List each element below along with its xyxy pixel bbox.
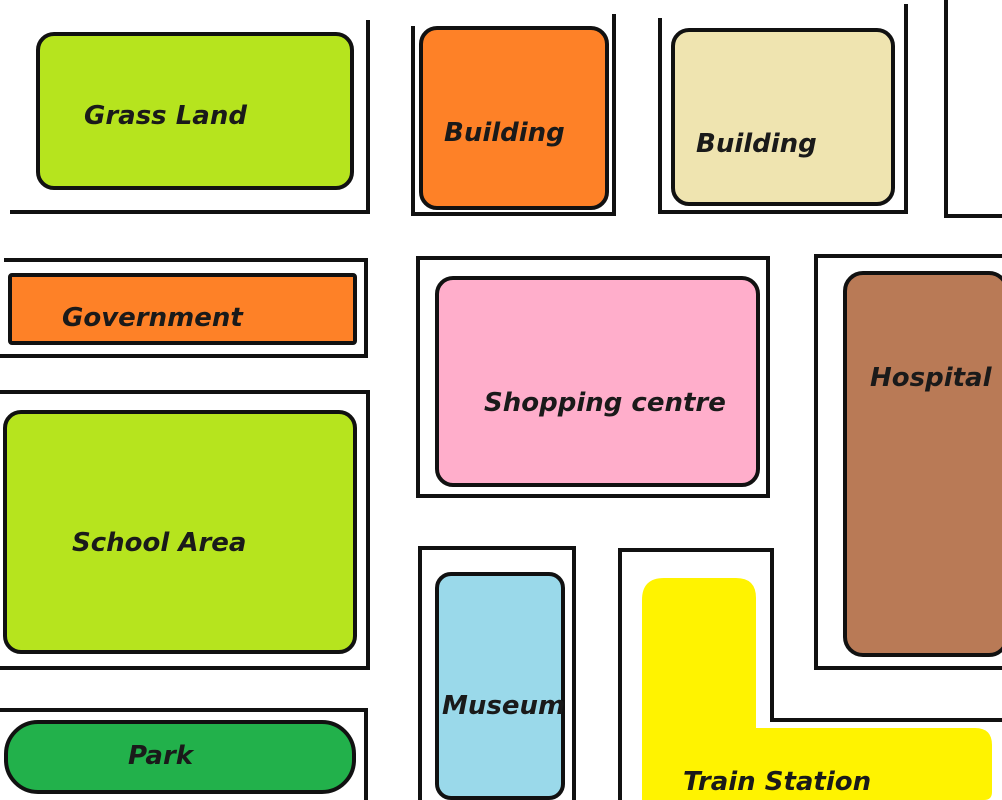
zone-grass-land[interactable]: Grass Land <box>36 32 354 190</box>
government-area <box>8 273 357 345</box>
zone-hospital[interactable]: Hospital <box>843 271 1002 657</box>
school-area-area <box>3 410 357 654</box>
block-outline-building-2 <box>658 4 908 214</box>
block-outline-shopping-centre <box>416 256 770 498</box>
zone-building-2[interactable]: Building <box>671 28 895 206</box>
block-outline-top-right <box>944 0 1002 218</box>
block-outline-park <box>0 708 368 800</box>
block-outline-train-station <box>618 548 1002 800</box>
block-outline-building-1 <box>411 14 616 216</box>
block-outline-museum <box>418 546 576 800</box>
zone-government[interactable]: Government <box>8 273 357 345</box>
zone-museum[interactable]: Museum <box>435 572 565 800</box>
park-label: Park <box>128 741 195 771</box>
school-area-label: School Area <box>72 528 246 558</box>
park-area <box>4 720 356 794</box>
zone-park[interactable]: Park <box>4 720 356 794</box>
block-outline-government <box>0 258 368 358</box>
grass-land-label: Grass Land <box>84 101 247 131</box>
hospital-area <box>843 271 1002 657</box>
zone-shopping-centre[interactable]: Shopping centre <box>435 276 760 487</box>
museum-label: Museum <box>442 691 565 721</box>
zone-school-area[interactable]: School Area <box>3 410 357 654</box>
train-station-area <box>642 578 992 800</box>
building-1-area <box>419 26 609 210</box>
block-outline-grass-land <box>10 20 370 214</box>
block-outline-school-area <box>0 390 370 670</box>
government-label: Government <box>62 303 244 333</box>
block-outline-hospital <box>814 254 1002 670</box>
museum-area <box>435 572 565 800</box>
building-2-label: Building <box>696 129 817 159</box>
shopping-centre-area <box>435 276 760 487</box>
building-1-label: Building <box>444 118 565 148</box>
zone-train-station[interactable]: Train Station <box>642 578 992 800</box>
hospital-label: Hospital <box>870 363 993 393</box>
shopping-centre-label: Shopping centre <box>484 388 726 418</box>
train-station-label: Train Station <box>683 767 871 797</box>
building-2-area <box>671 28 895 206</box>
zone-building-1[interactable]: Building <box>419 26 609 210</box>
grass-land-area <box>36 32 354 190</box>
